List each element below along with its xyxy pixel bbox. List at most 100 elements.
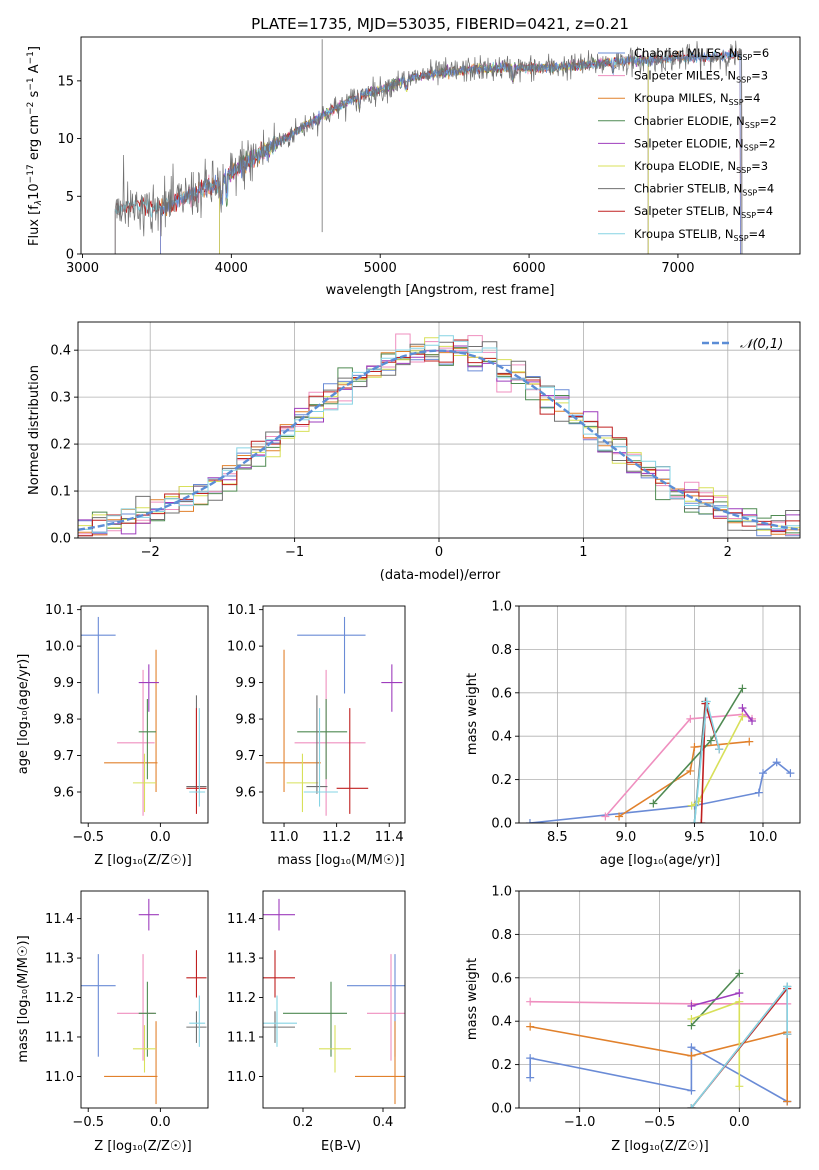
- agez-ytick-label: 9.6: [53, 786, 74, 801]
- mwage-plus-marker: [748, 717, 757, 726]
- mwz-plus-marker: [735, 1082, 744, 1091]
- mwz-xtick-label: 0.0: [729, 1115, 750, 1130]
- mwage-plus-marker: [686, 714, 695, 723]
- legend-nssp: =6: [752, 46, 769, 60]
- mwage-series-line: [529, 761, 791, 823]
- massz-xlabel: Z [log₁₀(Z/Z☉)]: [94, 1139, 191, 1154]
- mwage-ytick-label: 1.0: [491, 600, 512, 615]
- mwage-plus-marker: [786, 769, 795, 778]
- mwz-plus-marker: [687, 1043, 696, 1052]
- ylabel-part: −1: [26, 51, 36, 64]
- legend-subscript: SSP: [742, 189, 757, 198]
- ylabel-part: −2: [26, 102, 36, 115]
- ylabel-part: 10: [27, 183, 42, 200]
- mwz-plus-marker: [526, 1022, 535, 1031]
- mwage-ytick-label: 0.8: [491, 643, 512, 658]
- mass-weight-vs-metallicity-panel: Z [log₁₀(Z/Z☉)] mass weight −1.0 −0.5 0.0 0…: [465, 885, 801, 1154]
- agemass-xtick-label: 11.2: [322, 830, 351, 845]
- ylabel-part: A: [27, 64, 42, 77]
- mwage-plus-marker: [702, 697, 711, 706]
- legend-subscript: SSP: [745, 121, 760, 130]
- agez-ytick-label: 9.9: [53, 676, 74, 691]
- mwage-ytick-label: 0.2: [491, 773, 512, 788]
- legend-nssp: =3: [751, 159, 768, 173]
- mwz-ytick-label: 0.6: [491, 971, 512, 986]
- legend-entry-label: Chabrier STELIB, NSSP=4: [634, 182, 774, 198]
- mwz-plus-marker: [526, 1073, 535, 1082]
- legend-nssp: =4: [756, 204, 773, 218]
- mass-vs-extinction-panel: E(B-V) 0.2 0.4 11.0 11.1 11.2 11.3 11.4: [227, 890, 406, 1154]
- mwz-frame: [518, 890, 801, 1109]
- mwz-plus-marker: [735, 997, 744, 1006]
- mwz-plus-marker: [687, 1015, 696, 1024]
- mwz-plus-marker: [687, 1051, 696, 1060]
- legend-nssp: =2: [760, 114, 777, 128]
- hist-ytick-label: 0.0: [50, 532, 71, 547]
- spec-xtick-label: 7000: [661, 261, 694, 276]
- massebv-ytick-label: 11.3: [227, 952, 256, 967]
- hist-xtick-label: 2: [724, 545, 732, 560]
- legend-entry-label: Kroupa MILES, NSSP=4: [634, 91, 760, 107]
- mwz-ytick-label: 0.0: [491, 1102, 512, 1117]
- mwz-plus-marker: [735, 988, 744, 997]
- spec-xtick-label: 3000: [66, 261, 99, 276]
- legend-entry-label: Chabrier ELODIE, NSSP=2: [634, 114, 777, 130]
- spectrum-ylabel: Flux [fλ10−17 erg cm−2 s−1 A−1]: [26, 46, 44, 246]
- age-vs-metallicity-panel: Z [log₁₀(Z/Z☉)] age [log₁₀(age/yr)] −0.5…: [16, 603, 209, 868]
- ylabel-part: λ: [34, 200, 44, 206]
- agemass-frame: [262, 605, 406, 824]
- spectrum-ylabel-text: Flux [fλ10−17 erg cm−2 s−1 A−1]: [26, 46, 44, 246]
- massz-xtick-label: 0.0: [150, 1115, 171, 1130]
- mwz-series-line: [691, 1000, 741, 1087]
- spectrum-title: PLATE=1735, MJD=53035, FIBERID=0421, z=0…: [251, 15, 629, 33]
- mwz-series-line: [529, 1045, 788, 1103]
- mass-weight-vs-age-panel: age [log₁₀(age/yr)] mass weight 8.5 9.0 9.…: [465, 600, 801, 868]
- legend-gaussian-label: 𝒩(0,1): [740, 337, 783, 352]
- mwz-plus-marker: [526, 997, 535, 1006]
- massebv-xtick-label: 0.2: [293, 1115, 314, 1130]
- agemass-ytick-label: 10.1: [227, 603, 256, 618]
- agemass-xtick-label: 11.4: [375, 830, 404, 845]
- mwage-plus-marker: [706, 736, 715, 745]
- agez-xlabel: Z [log₁₀(Z/Z☉)]: [94, 853, 191, 868]
- mwage-series-line: [604, 713, 753, 818]
- mwz-ylabel: mass weight: [465, 958, 480, 1040]
- legend-subscript: SSP: [741, 211, 756, 220]
- legend-nssp: =2: [759, 136, 776, 150]
- mwage-series-line: [741, 707, 753, 722]
- legend-nssp: =4: [757, 182, 774, 196]
- agemass-xtick-label: 11.0: [270, 830, 299, 845]
- agemass-ytick-label: 9.7: [235, 749, 256, 764]
- massz-xtick-label: −0.5: [72, 1115, 104, 1130]
- mwz-plot-area: [526, 969, 792, 1108]
- mwage-plus-marker: [697, 819, 706, 823]
- mwz-plus-marker: [687, 1104, 696, 1108]
- mwz-ytick-label: 0.2: [491, 1058, 512, 1073]
- mwage-plus-marker: [738, 684, 747, 693]
- mwz-ytick-label: 0.4: [491, 1015, 512, 1030]
- massebv-ytick-label: 11.0: [227, 1070, 256, 1085]
- mwz-plus-marker: [783, 982, 792, 991]
- agez-ylabel: age [log₁₀(age/yr)]: [16, 654, 31, 775]
- spec-ytick-label: 5: [66, 190, 74, 205]
- legend-entry-label: Salpeter MILES, NSSP=3: [634, 69, 768, 85]
- spec-xtick-label: 6000: [513, 261, 546, 276]
- hist-ytick-label: 0.2: [50, 438, 71, 453]
- histogram-xlabel: (data-model)/error: [380, 568, 501, 583]
- mwage-ytick-label: 0.6: [491, 686, 512, 701]
- mwage-plus-marker: [690, 743, 699, 752]
- mwz-plus-marker: [687, 1086, 696, 1095]
- agez-frame: [80, 605, 209, 824]
- legend-entry-label: Chabrier MILES, NSSP=6: [634, 46, 769, 62]
- ylabel-part: s: [27, 90, 42, 101]
- mwz-plus-marker: [735, 969, 744, 978]
- agez-xtick-label: 0.0: [150, 830, 171, 845]
- hist-xtick-label: 1: [579, 545, 587, 560]
- legend-subscript: SSP: [737, 53, 752, 62]
- mwage-plus-marker: [686, 766, 695, 775]
- mwz-ytick-label: 1.0: [491, 885, 512, 900]
- mwage-plot-area: [525, 684, 795, 823]
- mwz-xlabel: Z [log₁₀(Z/Z☉)]: [611, 1139, 708, 1154]
- legend-entry-label: Salpeter STELIB, NSSP=4: [634, 204, 773, 220]
- legend-subscript: SSP: [736, 76, 751, 85]
